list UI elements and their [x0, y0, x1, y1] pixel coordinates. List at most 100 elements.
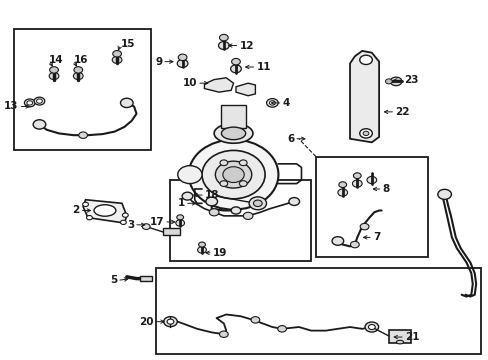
Circle shape: [33, 120, 46, 129]
Ellipse shape: [396, 340, 403, 344]
Polygon shape: [236, 83, 255, 96]
Circle shape: [178, 54, 186, 60]
Circle shape: [366, 176, 376, 184]
Ellipse shape: [221, 127, 245, 140]
Circle shape: [389, 77, 401, 86]
Text: 15: 15: [120, 40, 135, 49]
Circle shape: [219, 331, 228, 337]
Text: 2: 2: [72, 206, 80, 216]
Circle shape: [337, 189, 347, 196]
Circle shape: [142, 224, 150, 229]
Text: 22: 22: [394, 107, 409, 117]
Ellipse shape: [202, 150, 264, 199]
Text: 6: 6: [286, 134, 294, 144]
Circle shape: [248, 197, 266, 210]
Circle shape: [266, 99, 278, 107]
Circle shape: [34, 97, 45, 105]
Ellipse shape: [178, 166, 202, 184]
Polygon shape: [349, 51, 378, 142]
Circle shape: [231, 207, 241, 214]
Circle shape: [239, 181, 246, 186]
Circle shape: [338, 182, 346, 188]
Circle shape: [352, 180, 362, 187]
Circle shape: [74, 67, 82, 73]
Circle shape: [288, 198, 299, 206]
Polygon shape: [83, 200, 126, 223]
Circle shape: [167, 319, 174, 324]
Circle shape: [350, 241, 359, 248]
Bar: [170, 180, 310, 261]
Circle shape: [73, 72, 83, 80]
Text: 3: 3: [126, 220, 134, 230]
Circle shape: [182, 192, 192, 200]
Circle shape: [49, 72, 59, 80]
Circle shape: [363, 131, 368, 135]
Circle shape: [24, 99, 35, 107]
Circle shape: [82, 202, 88, 207]
Text: 8: 8: [382, 184, 389, 194]
Circle shape: [437, 189, 450, 199]
Bar: [14, 30, 151, 149]
Circle shape: [385, 79, 391, 84]
Text: 5: 5: [110, 275, 117, 285]
Circle shape: [223, 167, 244, 183]
Text: 16: 16: [73, 55, 88, 65]
Text: 9: 9: [155, 57, 162, 67]
Circle shape: [27, 101, 33, 105]
Circle shape: [198, 242, 205, 247]
Text: 20: 20: [139, 317, 153, 327]
Bar: [140, 276, 152, 281]
Circle shape: [79, 132, 87, 138]
Circle shape: [209, 209, 219, 216]
Circle shape: [218, 41, 229, 49]
Circle shape: [205, 197, 217, 206]
Circle shape: [277, 325, 286, 332]
Text: 17: 17: [149, 217, 164, 227]
Circle shape: [220, 160, 227, 166]
Circle shape: [365, 322, 378, 332]
Circle shape: [230, 65, 241, 73]
Circle shape: [122, 213, 128, 217]
Circle shape: [112, 56, 122, 63]
Text: 11: 11: [256, 62, 270, 72]
Ellipse shape: [188, 140, 278, 210]
Text: 18: 18: [204, 190, 219, 200]
Text: 14: 14: [49, 55, 63, 65]
Bar: [156, 268, 480, 354]
Text: 12: 12: [239, 41, 253, 50]
Text: 21: 21: [404, 332, 419, 342]
Polygon shape: [204, 78, 233, 92]
Bar: [163, 228, 180, 234]
Text: 13: 13: [4, 102, 19, 112]
Circle shape: [113, 50, 121, 57]
Circle shape: [359, 55, 371, 64]
Circle shape: [219, 35, 228, 41]
Circle shape: [177, 215, 183, 220]
Text: 23: 23: [404, 75, 418, 85]
Circle shape: [177, 59, 187, 67]
Circle shape: [120, 98, 133, 108]
Bar: [388, 329, 410, 343]
Circle shape: [367, 324, 374, 329]
Circle shape: [231, 58, 240, 65]
Circle shape: [353, 173, 361, 179]
Circle shape: [360, 224, 368, 230]
Circle shape: [220, 181, 227, 186]
Circle shape: [331, 237, 343, 245]
Circle shape: [37, 99, 42, 103]
Ellipse shape: [214, 123, 252, 143]
Text: 4: 4: [282, 98, 289, 108]
Circle shape: [86, 216, 92, 220]
Circle shape: [250, 317, 259, 323]
Circle shape: [269, 101, 275, 105]
Circle shape: [50, 67, 58, 73]
Bar: [221, 105, 245, 128]
Text: 10: 10: [183, 78, 197, 88]
Circle shape: [253, 200, 262, 207]
Bar: [315, 157, 427, 257]
Ellipse shape: [94, 205, 116, 216]
Circle shape: [239, 160, 246, 166]
Text: 7: 7: [372, 232, 379, 242]
Ellipse shape: [215, 161, 251, 188]
Circle shape: [359, 129, 371, 138]
